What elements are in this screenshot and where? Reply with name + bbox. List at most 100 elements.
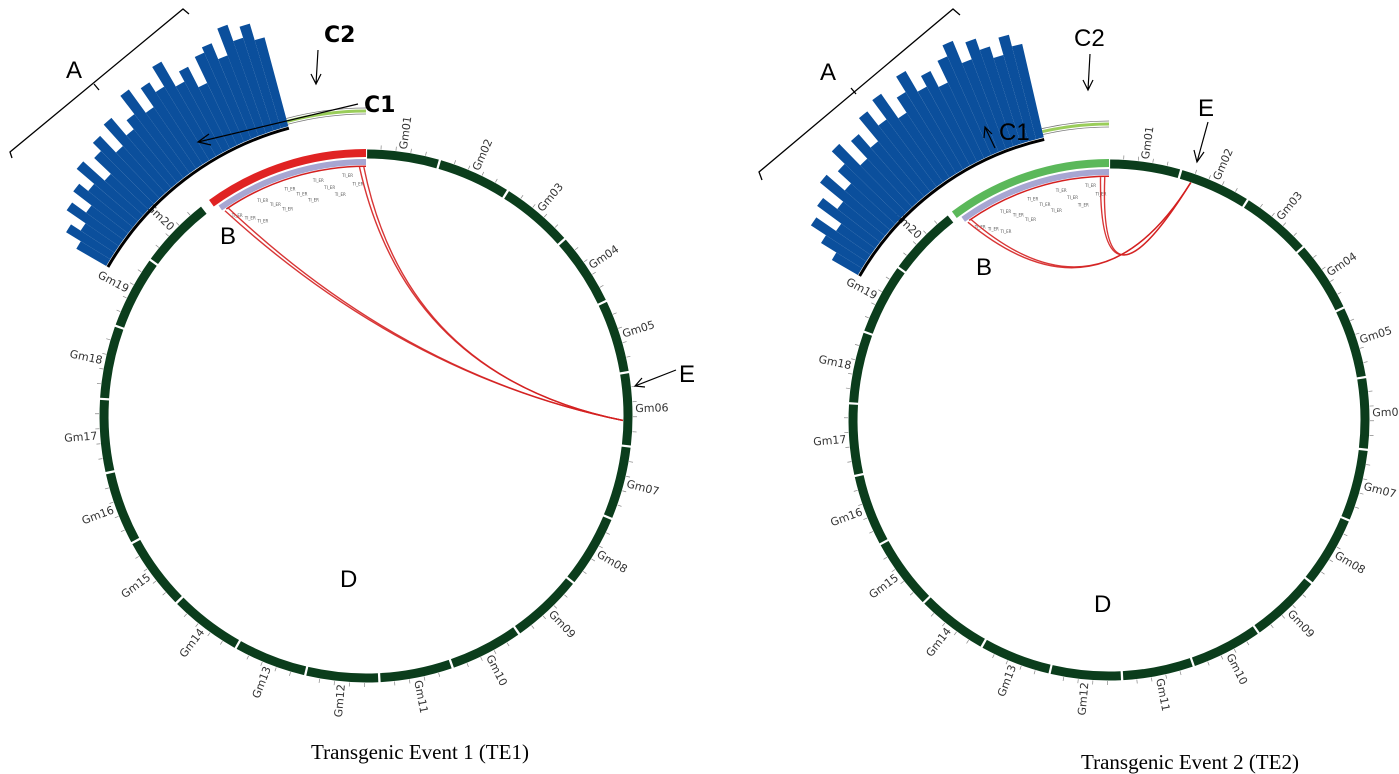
chromosome-label-Gm12: Gm12	[332, 684, 348, 718]
bracket-a	[758, 8, 961, 181]
histogram-bar	[126, 129, 178, 188]
track-annotation: TI_ER	[307, 198, 319, 203]
track-annotation: TI_ER	[1038, 202, 1050, 207]
histogram-bar	[92, 135, 160, 204]
tick	[289, 672, 291, 677]
chromosome-Gm06	[620, 373, 633, 446]
label-b: B	[220, 223, 236, 250]
tick	[622, 341, 627, 344]
chromosome-label-Gm18: Gm18	[817, 353, 852, 373]
tick	[1354, 506, 1359, 509]
histogram-bar	[831, 252, 862, 275]
tick	[1329, 559, 1334, 563]
tick	[165, 233, 169, 237]
track-annotation: TI_ER	[1084, 183, 1096, 188]
tick	[318, 678, 321, 683]
arrow-c2	[1082, 53, 1094, 92]
tick	[1355, 332, 1360, 335]
histogram-bar	[104, 173, 149, 216]
c2-track-outline	[1041, 120, 1110, 130]
chromosome-label-Gm15: Gm15	[867, 571, 901, 601]
tick	[1152, 158, 1154, 163]
c1-track	[209, 149, 366, 207]
tick	[582, 571, 587, 574]
chromosome-label-Gm01: Gm01	[1139, 125, 1157, 160]
tick	[869, 531, 874, 534]
histogram-bar	[937, 56, 992, 159]
label-c1: C1	[999, 119, 1030, 146]
track-annotation: TI_ER	[283, 186, 295, 191]
arrow-c2	[310, 49, 322, 86]
chromosome-label-Gm16: Gm16	[80, 504, 116, 528]
tick	[909, 592, 914, 596]
tick	[129, 282, 134, 285]
tick	[155, 244, 160, 248]
tick	[1019, 665, 1022, 670]
tick	[120, 529, 125, 533]
chromosome-Gm09	[514, 578, 573, 634]
histogram-bar	[810, 217, 871, 262]
histogram-bar	[844, 183, 896, 230]
tick	[871, 302, 876, 305]
panel-te1: Gm01 Gm02 Gm03 Gm04 Gm05 Gm06 Gm07 Gm08 Gm09 Gm10…	[9, 8, 695, 764]
inner-track	[218, 159, 366, 211]
tick	[1246, 641, 1250, 646]
histogram-bar	[152, 61, 216, 161]
histogram-bar	[94, 151, 154, 210]
chromosome-ring	[95, 145, 637, 687]
track-annotation: TI_ER	[256, 218, 268, 223]
tick	[162, 592, 166, 596]
link-ribbons	[224, 166, 624, 422]
tick	[1220, 655, 1224, 660]
tick	[114, 515, 119, 519]
tick	[102, 353, 107, 355]
chromosome-Gm05	[598, 301, 629, 373]
track-annotation: TI_ER	[999, 209, 1011, 214]
chromosome-label-Gm11: Gm11	[1153, 677, 1172, 712]
histogram-bar	[76, 241, 111, 266]
tick	[612, 312, 617, 315]
histogram-bar	[821, 235, 867, 269]
chromosome-label-Gm04: Gm04	[1324, 250, 1359, 279]
chromosome-Gm15	[880, 540, 930, 603]
track-annotation: TI_ER	[323, 185, 335, 190]
histogram-bar	[858, 111, 931, 197]
track-annotation: TI_ER	[1077, 202, 1089, 207]
c1-track	[951, 159, 1109, 218]
track-annotation: TI_ER	[334, 192, 346, 197]
link-ribbons	[967, 177, 1192, 269]
histogram-bar	[115, 146, 166, 199]
histogram-bar	[850, 134, 918, 208]
tick	[493, 650, 497, 654]
chromosome-Gm10	[450, 627, 519, 668]
tick	[1313, 254, 1317, 258]
histogram-bar	[896, 91, 957, 178]
panel-te2: Gm01 Gm02 Gm03 Gm04 Gm05 Gm06 Gm07 Gm08 Gm09 Gm10…	[758, 8, 1399, 774]
tick	[1233, 648, 1237, 653]
chromosome-Gm16	[854, 475, 888, 544]
chromosome-Gm18	[849, 332, 873, 403]
arrow-e	[633, 369, 677, 388]
label-d: D	[1094, 591, 1111, 618]
tick	[592, 271, 596, 275]
track-annotation: TI_ER	[1050, 208, 1062, 213]
chromosome-Gm08	[567, 516, 612, 583]
tick	[885, 276, 890, 280]
c2-track-outline	[287, 113, 367, 125]
track-annotation: TI_ER	[1026, 197, 1038, 202]
track-annotation: TI_ER	[312, 178, 324, 183]
arrow-c1	[196, 103, 359, 146]
tick	[617, 504, 622, 507]
tick	[542, 615, 546, 620]
chromosome-label-Gm02: Gm02	[1210, 147, 1235, 183]
label-a: A	[820, 59, 836, 86]
tick	[425, 151, 427, 156]
histogram-track	[66, 23, 367, 268]
bracket-a-tick	[850, 87, 857, 95]
chromosome-Gm03	[504, 191, 565, 244]
chromosome-Gm18	[100, 326, 124, 399]
label-a: A	[66, 57, 82, 84]
chromosome-Gm01	[1110, 159, 1181, 179]
track-annotation: TI_ER	[351, 181, 363, 186]
tick	[1259, 203, 1263, 208]
